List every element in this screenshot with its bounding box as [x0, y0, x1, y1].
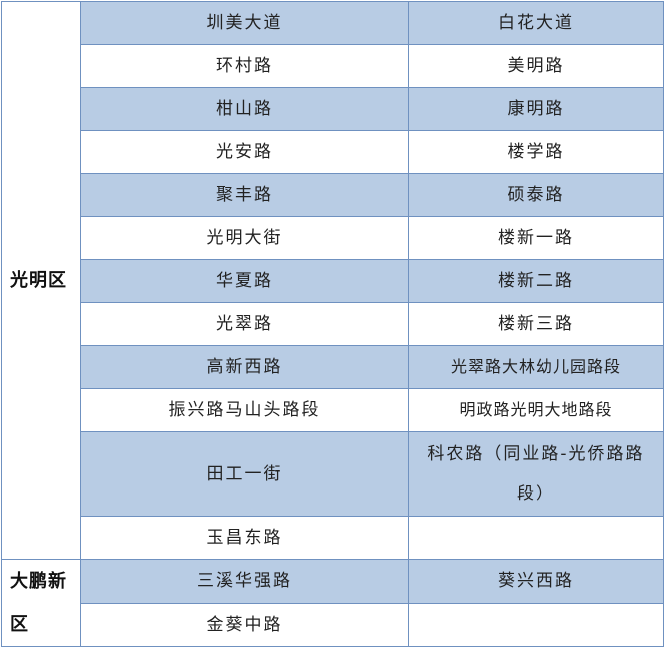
table-row: 柑山路 康明路 [2, 87, 664, 131]
road-cell: 光安路 [80, 130, 409, 174]
road-cell: 硕泰路 [408, 173, 664, 217]
table-row: 光安路 楼学路 [2, 130, 664, 174]
table-row: 光翠路 楼新三路 [2, 302, 664, 346]
road-cell: 光明大街 [80, 216, 409, 260]
road-cell: 聚丰路 [80, 173, 409, 217]
road-cell: 三溪华强路 [80, 559, 409, 604]
road-cell: 田工一街 [80, 431, 409, 517]
table-row: 高新西路 光翠路大林幼儿园路段 [2, 345, 664, 389]
road-cell: 明政路光明大地路段 [408, 388, 664, 432]
table-row: 华夏路 楼新二路 [2, 259, 664, 303]
road-cell: 圳美大道 [80, 1, 409, 45]
table-row: 大鹏新区 三溪华强路 葵兴西路 [1, 559, 664, 647]
road-cell: 柑山路 [80, 87, 409, 131]
road-cell: 白花大道 [408, 1, 664, 45]
road-cell: 华夏路 [80, 259, 409, 303]
table-row: 环村路 美明路 [2, 44, 664, 88]
road-cell: 金葵中路 [80, 602, 409, 647]
road-cell: 科农路（同业路-光侨路路段） [408, 431, 664, 517]
road-cell: 葵兴西路 [408, 559, 664, 604]
table-row: 玉昌东路 [2, 516, 664, 560]
road-cell [408, 602, 664, 647]
road-cell: 高新西路 [80, 345, 409, 389]
road-cell: 玉昌东路 [80, 516, 409, 560]
road-cell: 楼新一路 [408, 216, 664, 260]
table-row: 田工一街 科农路（同业路-光侨路路段） [2, 431, 664, 517]
district-cell: 大鹏新区 [1, 559, 81, 647]
road-cell: 楼学路 [408, 130, 664, 174]
table-row: 光明区 圳美大道 白花大道 [1, 1, 664, 560]
district-cell: 光明区 [1, 1, 81, 560]
table-row: 聚丰路 硕泰路 [2, 173, 664, 217]
road-cell: 环村路 [80, 44, 409, 88]
road-cell: 楼新二路 [408, 259, 664, 303]
road-cell: 光翠路 [80, 302, 409, 346]
table-row: 光明大街 楼新一路 [2, 216, 664, 260]
road-cell: 光翠路大林幼儿园路段 [408, 345, 664, 389]
table-row: 振兴路马山头路段 明政路光明大地路段 [2, 388, 664, 432]
table-row: 金葵中路 [2, 602, 664, 647]
road-cell: 美明路 [408, 44, 664, 88]
road-cell: 康明路 [408, 87, 664, 131]
road-cell: 振兴路马山头路段 [80, 388, 409, 432]
road-cell [408, 516, 664, 560]
road-cell: 楼新三路 [408, 302, 664, 346]
